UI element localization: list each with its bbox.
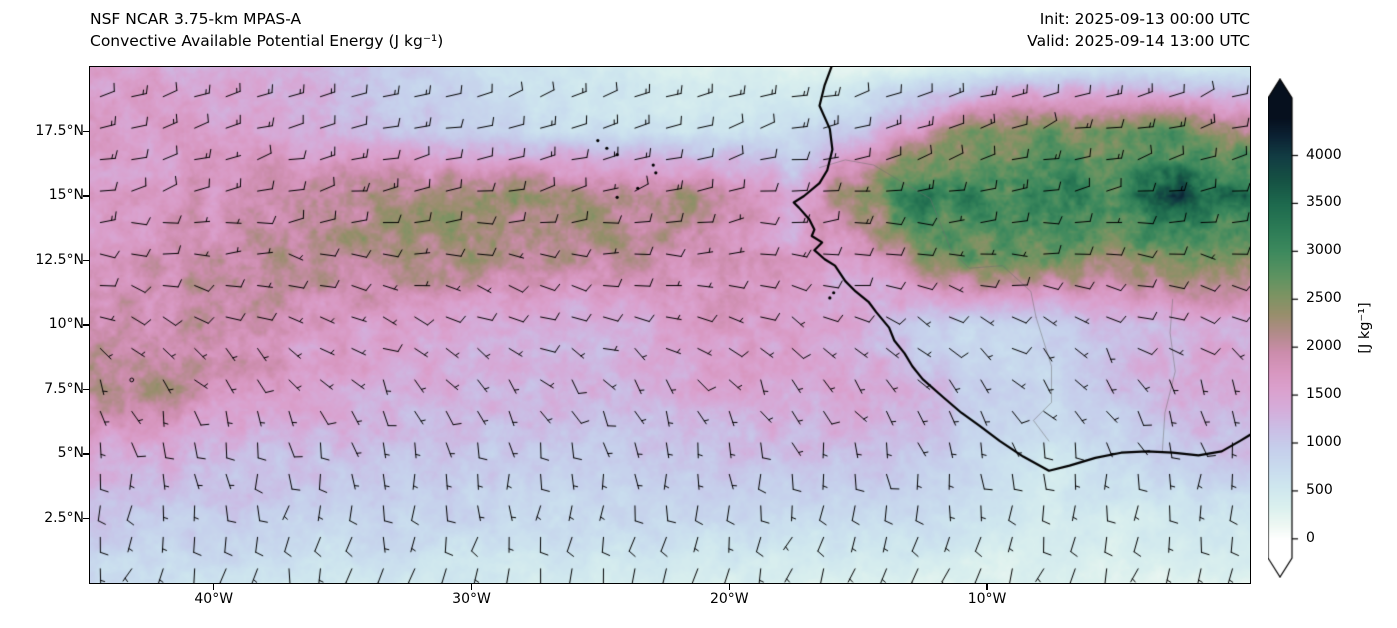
y-tick-label: 5°N bbox=[57, 445, 84, 461]
colorbar-tick-label: 1000 bbox=[1306, 434, 1342, 450]
axis-tick bbox=[728, 584, 730, 590]
time-block: Init: 2025-09-13 00:00 UTC Valid: 2025-0… bbox=[1027, 8, 1250, 52]
valid-time: Valid: 2025-09-14 13:00 UTC bbox=[1027, 32, 1250, 50]
x-tick-label: 40°W bbox=[194, 591, 234, 607]
y-tick-label: 12.5°N bbox=[35, 251, 84, 268]
init-time: Init: 2025-09-13 00:00 UTC bbox=[1039, 10, 1250, 28]
colorbar-tick-label: 3500 bbox=[1306, 194, 1342, 211]
field-title: Convective Available Potential Energy (J… bbox=[90, 32, 444, 50]
colorbar-tick-label: 4000 bbox=[1306, 146, 1342, 163]
colorbar-tick-label: 500 bbox=[1306, 481, 1333, 498]
y-tick-label: 17.5°N bbox=[35, 122, 84, 139]
axis-tick bbox=[83, 259, 89, 262]
axis-tick bbox=[83, 195, 89, 197]
axis-tick bbox=[986, 584, 988, 590]
axis-tick bbox=[470, 584, 473, 590]
model-name: NSF NCAR 3.75-km MPAS-A bbox=[90, 10, 302, 28]
y-tick-label: 2.5°N bbox=[44, 509, 84, 526]
colorbar-label: [J kg⁻¹] bbox=[1357, 302, 1373, 354]
colorbar-tick-label: 0 bbox=[1306, 529, 1315, 546]
y-tick-label: 15°N bbox=[48, 187, 84, 203]
title-block: NSF NCAR 3.75-km MPAS-A Convective Avail… bbox=[90, 8, 443, 52]
colorbar-tick-label: 2500 bbox=[1306, 290, 1342, 307]
colorbar-tick-label: 3000 bbox=[1306, 242, 1342, 259]
axis-tick bbox=[213, 584, 215, 590]
x-tick-label: 20°W bbox=[709, 591, 749, 607]
y-tick-label: 10°N bbox=[48, 316, 84, 332]
x-tick-label: 10°W bbox=[967, 591, 1007, 607]
axis-tick bbox=[83, 453, 89, 455]
axis-tick bbox=[83, 130, 89, 133]
x-tick-label: 30°W bbox=[452, 591, 491, 607]
axis-tick bbox=[83, 324, 89, 326]
axis-tick bbox=[83, 388, 89, 391]
colorbar bbox=[1268, 78, 1300, 578]
cape-map bbox=[90, 67, 1250, 583]
colorbar-tick-label: 1500 bbox=[1306, 386, 1342, 403]
colorbar-tick-label: 2000 bbox=[1306, 338, 1342, 355]
y-tick-label: 7.5°N bbox=[44, 380, 84, 397]
axis-tick bbox=[83, 517, 89, 520]
